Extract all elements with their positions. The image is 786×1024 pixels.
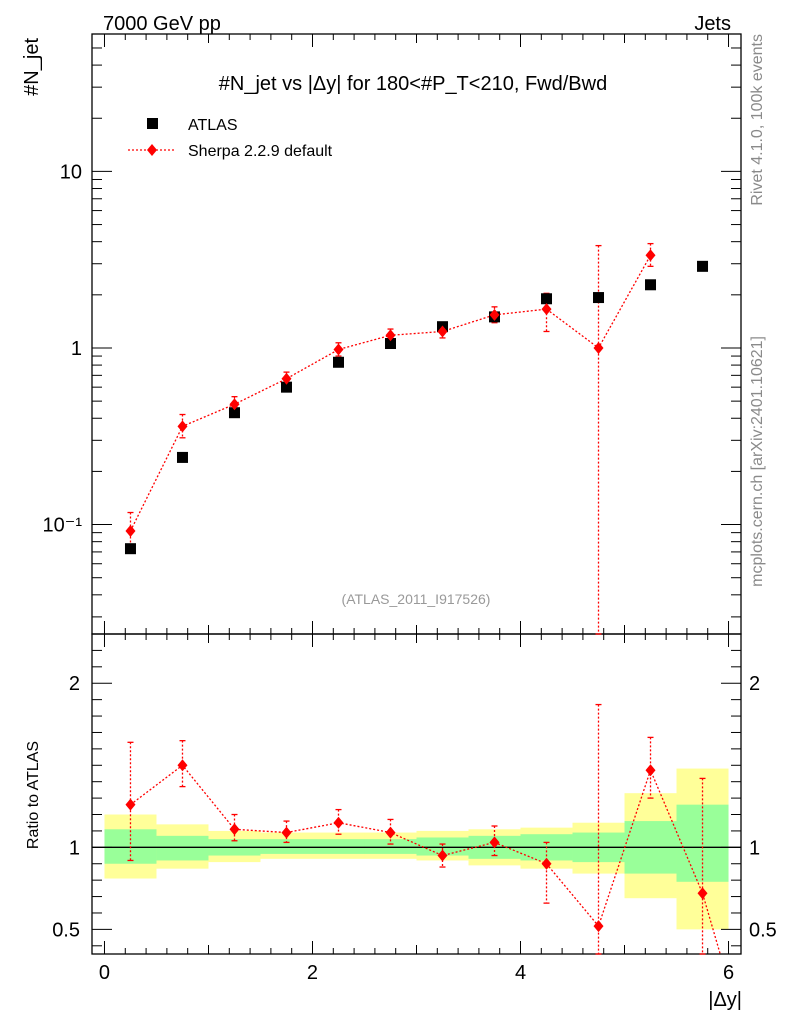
ratio-sherpa-point	[697, 887, 708, 900]
ratio-sherpa-point	[125, 798, 136, 811]
atlas-point	[280, 381, 292, 393]
sherpa-point	[281, 372, 292, 385]
sherpa-point	[645, 249, 656, 262]
atlas-point	[697, 260, 709, 272]
sherpa-point	[489, 308, 500, 321]
ratio-sherpa-point	[593, 920, 604, 933]
ratio-sherpa-point	[645, 764, 656, 777]
plot-title: #N_jet vs |Δy| for 180<#P_T<210, Fwd/Bwd	[219, 73, 607, 95]
ratio-y-tick-label: 1	[69, 837, 80, 859]
sherpa-point	[177, 420, 188, 433]
sherpa-point	[541, 303, 552, 316]
legend-sherpa-marker	[147, 144, 157, 156]
main-data-points	[124, 242, 709, 635]
atlas-point	[228, 407, 240, 419]
y-tick-label: 1	[71, 338, 82, 360]
ratio-y-tick-label: 2	[69, 673, 80, 695]
ratio-sherpa-point	[281, 826, 292, 839]
x-tick-label: 4	[515, 962, 526, 984]
sherpa-point	[437, 325, 448, 338]
rivet-label: Rivet 4.1.0, 100k events	[749, 34, 766, 206]
ratio-sherpa-point	[437, 849, 448, 862]
ratio-y-tick-label-right: 0.5	[749, 919, 777, 941]
energy-label: 7000 GeV pp	[103, 13, 221, 35]
legend-sherpa-label: Sherpa 2.2.9 default	[188, 143, 333, 160]
x-axis-label: |Δy|	[708, 989, 742, 1011]
mcplots-label: mcplots.cern.ch [arXiv:2401.10621]	[749, 336, 766, 587]
ratio-y-tick-label: 0.5	[52, 919, 80, 941]
ratio-sherpa-point	[541, 857, 552, 870]
ratio-y-tick-label-right: 1	[749, 837, 760, 859]
sherpa-point	[593, 341, 604, 354]
main-y-axis-label: #N_jet	[21, 38, 43, 96]
ratio-sherpa-point	[177, 759, 188, 772]
x-tick-label: 2	[307, 962, 318, 984]
jets-label: Jets	[694, 13, 731, 35]
ratio-axes: 0 2 4 6 0.5 0.5 1 1 2 2	[52, 633, 777, 984]
atlas-point	[124, 543, 136, 555]
band-inner-bin	[312, 839, 365, 854]
band-inner-bin	[156, 835, 209, 861]
ratio-data-points	[125, 703, 721, 955]
sherpa-point	[229, 398, 240, 411]
sherpa-point	[333, 343, 344, 356]
main-axes: 10⁻¹ 1 10	[43, 33, 742, 635]
atlas-point	[176, 451, 188, 463]
legend: ATLAS Sherpa 2.2.9 default	[128, 117, 333, 160]
ratio-sherpa-point	[229, 823, 240, 836]
legend-atlas-label: ATLAS	[188, 117, 238, 134]
atlas-point	[645, 279, 657, 291]
atlas-point	[593, 292, 605, 304]
ratio-y-tick-label-right: 2	[749, 673, 760, 695]
atlas-point	[541, 293, 553, 305]
watermark: (ATLAS_2011_I917526)	[342, 591, 491, 607]
atlas-point	[384, 338, 396, 350]
x-tick-label: 0	[99, 962, 110, 984]
band-inner-bin	[260, 839, 313, 854]
band-inner-bin	[416, 837, 469, 856]
sherpa-point	[125, 524, 136, 537]
atlas-point	[332, 356, 344, 368]
ratio-y-axis-label: Ratio to ATLAS	[25, 741, 42, 849]
x-tick-label: 6	[723, 962, 734, 984]
band-inner-bin	[364, 839, 417, 854]
y-tick-label: 10⁻¹	[43, 515, 83, 537]
ratio-sherpa-point	[333, 816, 344, 829]
ratio-sherpa-point	[489, 836, 500, 849]
legend-atlas-marker	[147, 118, 158, 129]
sherpa-point	[385, 329, 396, 342]
y-tick-label: 10	[60, 161, 82, 183]
ratio-sherpa-point	[385, 826, 396, 839]
